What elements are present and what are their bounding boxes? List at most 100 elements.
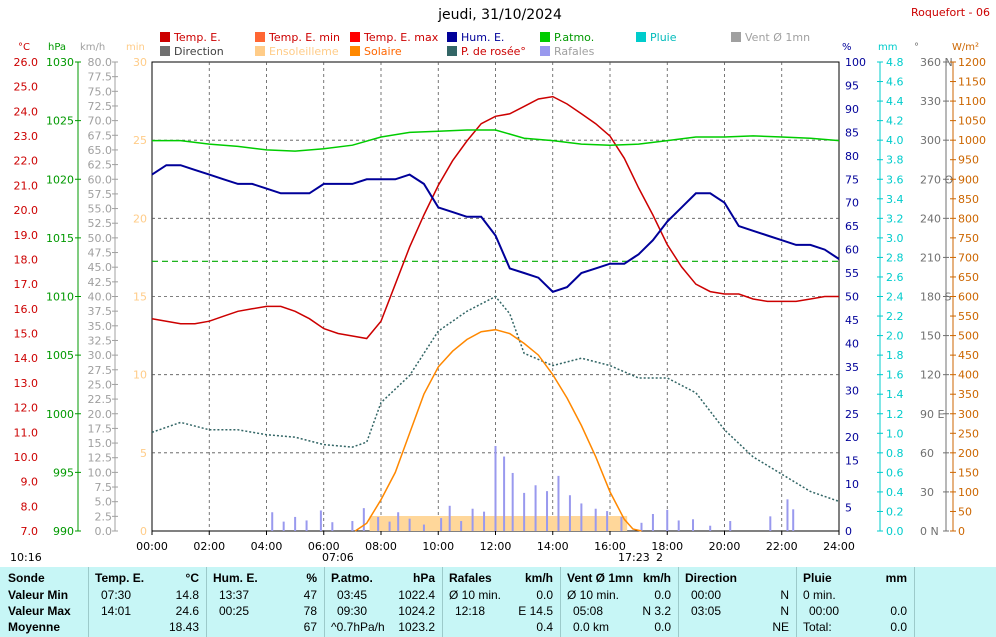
- axis-tick-label: 100: [845, 56, 866, 69]
- axis-tick-label: 5: [140, 447, 147, 460]
- legend-label-1: Temp. E. min: [268, 31, 340, 44]
- x-tick-label: 00:00: [136, 540, 168, 553]
- legend-swatch-8: [255, 46, 265, 56]
- axis-tick-label: 1025: [46, 115, 74, 128]
- x-tick-label: 12:00: [480, 540, 512, 553]
- gust-val-min: 0.0: [536, 588, 553, 602]
- axis-tick-label: 8.0: [21, 500, 39, 513]
- axis-tick-label: 0.0: [95, 525, 113, 538]
- axis-tick-label: 7.0: [21, 525, 39, 538]
- axis-tick-label: 900: [958, 173, 979, 186]
- axis-tick-label: 30: [133, 56, 147, 69]
- gust-bar: [692, 519, 695, 531]
- weather-chart: °C 7.0 8.0 9.0 10.0 11.0 12.0 13.0 14.0 15.0 16.0 1…: [10, 6, 990, 564]
- temp-unit: °C: [185, 571, 199, 585]
- footer-start-time: 10:16: [10, 551, 42, 564]
- axis-tick-label: 10.0: [88, 466, 113, 479]
- axis-tick-label: 14.0: [14, 352, 39, 365]
- axis-tick-label: 5.0: [95, 496, 113, 509]
- axis-tick-label: 1.6: [886, 369, 904, 382]
- temp-header: Temp. E.: [95, 571, 145, 585]
- axis-unit-0: °C: [18, 42, 30, 53]
- axis-tick-label: 1010: [46, 291, 74, 304]
- axis-tick-label: 1.4: [886, 388, 904, 401]
- series-lines: [151, 95, 840, 532]
- dir-val-max: N: [780, 604, 789, 618]
- axis-tick-label: 800: [958, 212, 979, 225]
- legend-swatch-5: [636, 32, 646, 42]
- gust-bar: [271, 512, 274, 531]
- gust-bar: [294, 516, 297, 531]
- gust-bar: [448, 505, 451, 531]
- legend-label-4: P.atmo.: [554, 31, 594, 44]
- gust-bar: [408, 518, 411, 531]
- gust-bar: [640, 522, 643, 531]
- axis-tick-label: 80: [845, 150, 859, 163]
- axis-tick-label: 17.0: [14, 278, 39, 291]
- axis-tick-label: 2.2: [886, 310, 904, 323]
- axis-tick-label: 72.5: [88, 100, 113, 113]
- axis-tick-label: 25.0: [88, 378, 113, 391]
- rain-column: Pluie mm 0 min. 00:00 0.0 Total: 0.0: [796, 567, 915, 637]
- axis-tick-label: 30.0: [88, 349, 113, 362]
- summary-table: Sonde Valeur Min Valeur Max Moyenne Temp…: [0, 567, 996, 637]
- press-time-max: 09:30: [337, 604, 368, 618]
- axis-tick-label: 4.0: [886, 134, 904, 147]
- axis-tick-label: 270 O: [920, 173, 953, 186]
- axis-tick-label: 2.5: [95, 510, 113, 523]
- axis-tick-label: 95: [845, 79, 859, 92]
- series-line-1: [151, 164, 840, 293]
- legend-label-9: Solaire: [364, 45, 402, 58]
- legend-label-7: Direction: [174, 45, 224, 58]
- axis-tick-label: 0: [958, 525, 965, 538]
- axis-tick-label: 4.8: [886, 56, 904, 69]
- wind-header: Vent Ø 1mn: [567, 571, 634, 585]
- x-tick-label: 02:00: [193, 540, 225, 553]
- gust-bars: [271, 445, 795, 531]
- rain-unit: mm: [885, 571, 907, 585]
- legend-swatch-11: [540, 46, 550, 56]
- axis-tick-label: 10.0: [14, 451, 39, 464]
- sunshine-bar: [369, 516, 628, 531]
- gust-bar: [606, 511, 609, 531]
- gust-bar: [503, 456, 506, 531]
- gust-bar: [557, 475, 560, 531]
- gust-bar: [422, 524, 425, 531]
- wind-label-min: Ø 10 min.: [567, 588, 620, 602]
- axis-tick-label: 0: [140, 525, 147, 538]
- axis-tick-label: 40.0: [88, 291, 113, 304]
- legend-swatch-6: [731, 32, 741, 42]
- axis-tick-label: 3.2: [886, 212, 904, 225]
- legend-swatch-1: [255, 32, 265, 42]
- axis-tick-label: 180 S: [920, 291, 951, 304]
- axis-tick-label: 1050: [958, 115, 986, 128]
- axis-tick-label: 55: [845, 267, 859, 280]
- axis-tick-label: 20.0: [88, 408, 113, 421]
- axis-tick-label: 150: [920, 330, 941, 343]
- footer-sunset-time: 17:23: [618, 551, 650, 564]
- press-avg: 1023.2: [398, 620, 435, 634]
- axis-tick-label: 62.5: [88, 159, 113, 172]
- axis-tick-label: 57.5: [88, 188, 113, 201]
- axis-tick-label: 17.5: [88, 422, 113, 435]
- wind-avg: 0.0: [654, 620, 671, 634]
- axis-tick-label: 650: [958, 271, 979, 284]
- gust-val-max: E 14.5: [518, 604, 553, 618]
- legend-label-10: P. de rosée°: [461, 45, 526, 58]
- axis-tick-label: 950: [958, 154, 979, 167]
- axis-tick-label: 22.5: [88, 393, 113, 406]
- row-label-max: Valeur Max: [8, 604, 71, 618]
- axis-tick-label: 1100: [958, 95, 986, 108]
- axis-tick-label: 19.0: [14, 229, 39, 242]
- axis-tick-label: 20: [133, 212, 147, 225]
- axis-tick-label: 250: [958, 427, 979, 440]
- axis-tick-label: 25: [845, 408, 859, 421]
- legend-label-5: Pluie: [650, 31, 677, 44]
- hum-header: Hum. E.: [213, 571, 258, 585]
- axis-tick-label: 15: [133, 291, 147, 304]
- footer-markers: 10:16 07:06 17:23 2: [10, 551, 663, 564]
- axis-tick-label: 0.0: [886, 525, 904, 538]
- legend-swatch-9: [350, 46, 360, 56]
- axis-tick-label: 4.6: [886, 76, 904, 89]
- gust-bar: [769, 516, 772, 531]
